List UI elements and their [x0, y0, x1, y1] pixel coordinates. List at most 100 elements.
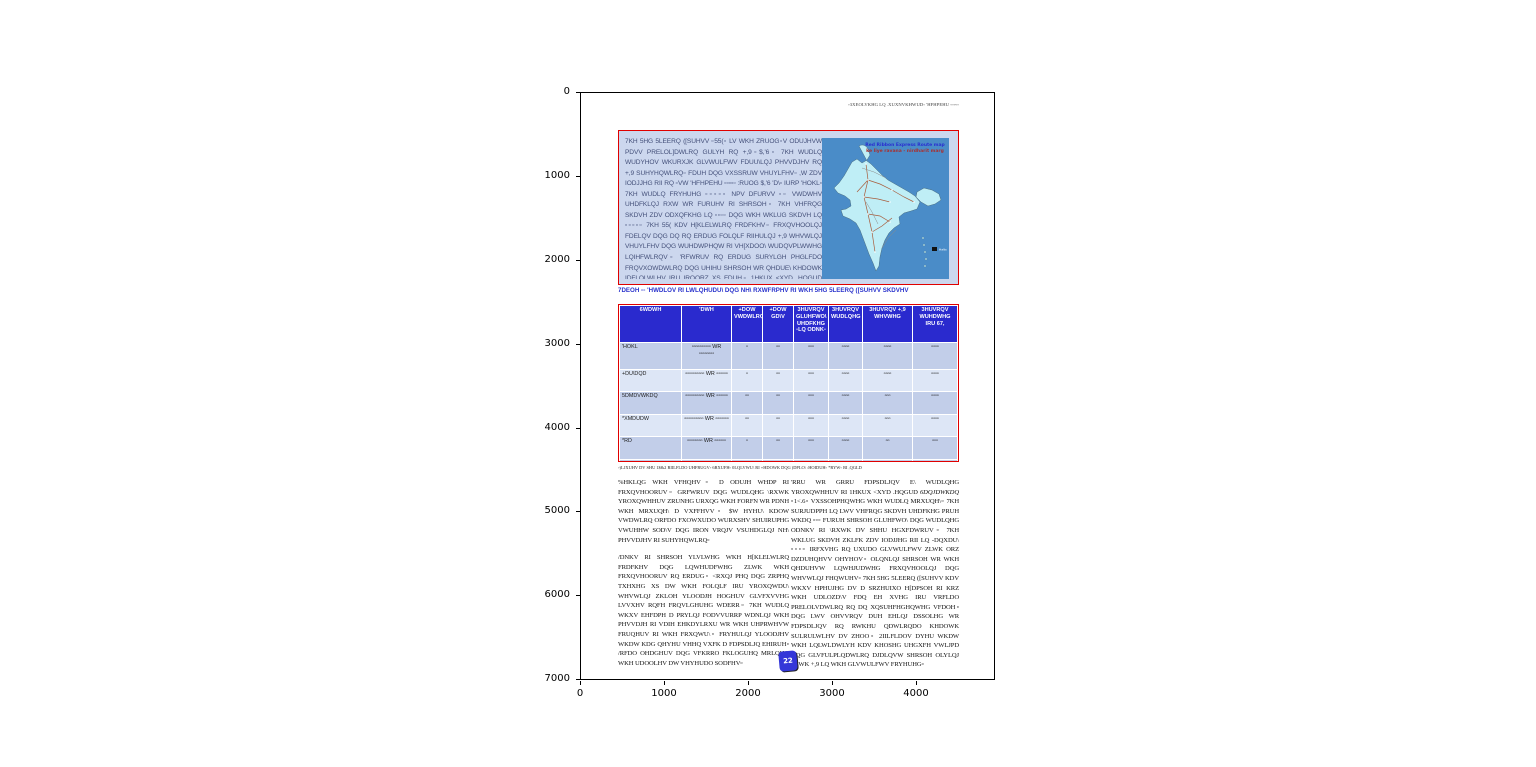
y-tick [576, 428, 580, 429]
row-state: *RD [619, 436, 682, 460]
y-tick-label: 7000 [544, 673, 570, 684]
row-reached: ▫▫▫ [793, 414, 829, 437]
rre-table-box: 6WDWH 'DWH +DOW VWDWLRQV +DOW GD\V 3HUVR… [618, 304, 959, 462]
india-route-map: Halts Red Ribbon Express Route map ke li… [822, 138, 949, 279]
row-state: *XMDUDW [619, 414, 682, 437]
y-tick [576, 344, 580, 345]
y-tick [576, 595, 580, 596]
y-tick [576, 511, 580, 512]
rre-table: 6WDWH 'DWH +DOW VWDWLRQV +DOW GD\V 3HUVR… [619, 305, 958, 461]
left-text-column: %HKLQG WKH VFHQHV▫ D ODUJH WHDP RI FRXQV… [618, 478, 789, 668]
right-paragraph-italic: 6DQJDWKDQ [919, 488, 959, 496]
row-treated: ▫▫▫▫ [912, 369, 958, 392]
map-title: Red Ribbon Express Route map ke liye rav… [864, 143, 946, 154]
row-date: ▫▫▫▫▫▫▫▫ WR ▫▫▫▫▫▫ [681, 436, 732, 460]
row-date: ▫▫▫▫▫▫▫▫▫▫ WR ▫▫▫▫▫▫ [681, 369, 732, 392]
total-reached: ▫▫▫▫▫ [793, 459, 829, 461]
legend-square-icon [932, 247, 937, 251]
y-tick-label: 0 [563, 86, 570, 97]
y-tick-label: 6000 [544, 589, 570, 600]
row-halts: ▫ [731, 342, 763, 370]
right-paragraph-rest: ▫1<.6▫ VXSSOHPHQWHG WKH WUDLQ MRXUQH\▫ 7… [791, 498, 959, 669]
page-header-note: ▫3XEOLVKHG LQ .XUXNVKHWUD▫ 'HFHPEHU ▫▫▫▫… [848, 102, 959, 107]
right-text-column: 'RRU WR GRRU FDPSDLJQV E\ WUDLQHG YROXQW… [791, 478, 959, 670]
col-header-tested: 3HUVRQV +,9 WHVWHG [862, 305, 913, 343]
row-date: ▫▫▫▫▫▫▫▫▫▫ WR ▫▫▫▫▫▫▫▫ [681, 342, 732, 370]
y-tick [576, 260, 580, 261]
row-treated: ▫▫▫▫ [912, 391, 958, 415]
row-days: ▫▫ [762, 414, 794, 437]
row-treated: ▫▫▫ [912, 436, 958, 460]
row-treated: ▫▫▫▫ [912, 342, 958, 370]
india-map: Halts [822, 138, 949, 279]
x-tick [916, 681, 917, 685]
map-title-line1: Red Ribbon Express Route map [865, 143, 945, 148]
row-date: ▫▫▫▫▫▫▫▫▫▫ WR ▫▫▫▫▫▫▫ [681, 414, 732, 437]
row-days: ▫▫ [762, 369, 794, 392]
x-tick-label: 0 [576, 688, 584, 699]
row-halts: ▫▫ [731, 414, 763, 437]
row-tested: ▫▫▫▫ [862, 369, 913, 392]
row-trained: ▫▫▫▫ [828, 342, 863, 370]
y-tick-label: 4000 [544, 422, 570, 433]
y-tick [576, 92, 580, 93]
y-tick-label: 5000 [544, 505, 570, 516]
table-row: +DU\DQD ▫▫▫▫▫▫▫▫▫▫ WR ▫▫▫▫▫▫ ▫ ▫▫ ▫▫▫ ▫▫… [619, 369, 958, 392]
row-halts: ▫▫ [731, 391, 763, 415]
y-tick [576, 679, 580, 680]
row-date: ▫▫▫▫▫▫▫▫▫▫ WR ▫▫▫▫▫▫ [681, 391, 732, 415]
row-days: ▫▫ [762, 436, 794, 460]
x-tick-label: 4000 [903, 688, 929, 699]
table-header-row: 6WDWH 'DWH +DOW VWDWLRQV +DOW GD\V 3HUVR… [619, 305, 958, 343]
halt-dots [863, 163, 915, 253]
row-trained: ▫▫▫▫ [828, 414, 863, 437]
x-tick-label: 2000 [735, 688, 761, 699]
col-header-reached: 3HUVRQV GLUHFWO\ UHDFKHG ▫LQ ODNK▫ [793, 305, 829, 343]
row-tested: ▫▫▫ [862, 391, 913, 415]
right-paragraph: 'RRU WR GRRU FDPSDLJQV E\ WUDLQHG YROXQW… [791, 478, 959, 670]
row-reached: ▫▫▫ [793, 391, 829, 415]
x-tick [664, 681, 665, 685]
row-tested: ▫▫ [862, 436, 913, 460]
y-tick-label: 3000 [544, 338, 570, 349]
page-number-badge: 22 [778, 650, 798, 672]
total-trained: ▫▫▫▫▫▫ [828, 459, 863, 461]
row-reached: ▫▫▫ [793, 342, 829, 370]
total-label: 7RWDO [619, 459, 682, 461]
x-tick-label: 3000 [819, 688, 845, 699]
intro-infobox: 7KH 5HG 5LEERQ ([SUHVV ▫55(▫ LV WKH ZRUO… [618, 130, 959, 285]
left-paragraph-1: %HKLQG WKH VFHQHV▫ D ODUJH WHDP RI FRXQV… [618, 479, 789, 544]
right-paragraph-lead: 'RRU WR GRRU FDPSDLJQV E\ WUDLQHG YROXQW… [791, 479, 959, 496]
col-header-days: +DOW GD\V [762, 305, 794, 343]
y-tick [576, 176, 580, 177]
y-tick-label: 1000 [544, 170, 570, 181]
row-state: 'HOKL [619, 342, 682, 370]
table-row: 5DMDVWKDQ ▫▫▫▫▫▫▫▫▫▫ WR ▫▫▫▫▫▫ ▫▫ ▫▫ ▫▫▫… [619, 391, 958, 415]
row-trained: ▫▫▫▫ [828, 436, 863, 460]
table-row: *XMDUDW ▫▫▫▫▫▫▫▫▫▫ WR ▫▫▫▫▫▫▫ ▫▫ ▫▫ ▫▫▫ … [619, 414, 958, 437]
row-halts: ▫ [731, 369, 763, 392]
table-footnote: ▫)LJXUHV DV SHU 1$&2 RIILFLDO UHFRUGV▫ 6… [618, 465, 862, 470]
row-trained: ▫▫▫▫ [828, 391, 863, 415]
row-state: 5DMDVWKDQ [619, 391, 682, 415]
col-header-date: 'DWH [681, 305, 732, 343]
table-total-row: 7RWDO ▫▫ ▫▫▫ ▫▫▫▫▫ ▫▫▫▫▫▫ ▫▫▫▫▫▫ ▫▫▫▫▫▫ [619, 459, 958, 461]
island-chain [921, 236, 928, 268]
x-tick [580, 681, 581, 685]
total-date [681, 459, 732, 461]
total-days: ▫▫▫ [762, 459, 794, 461]
row-days: ▫▫ [762, 342, 794, 370]
left-paragraph-2: /DNKV RI SHRSOH YLVLWHG WKH H[KLELWLRQ F… [618, 554, 789, 667]
col-header-halts: +DOW VWDWLRQV [731, 305, 763, 343]
row-halts: ▫ [731, 436, 763, 460]
total-halts: ▫▫ [731, 459, 763, 461]
table-row: 'HOKL ▫▫▫▫▫▫▫▫▫▫ WR ▫▫▫▫▫▫▫▫ ▫ ▫▫ ▫▫▫ ▫▫… [619, 342, 958, 370]
row-tested: ▫▫▫▫ [862, 342, 913, 370]
route-lines [856, 163, 915, 253]
intro-paragraph: 7KH 5HG 5LEERQ ([SUHVV ▫55(▫ LV WKH ZRUO… [625, 138, 822, 279]
row-treated: ▫▫▫▫ [912, 414, 958, 437]
row-days: ▫▫ [762, 391, 794, 415]
row-state: +DU\DQD [619, 369, 682, 392]
y-tick-label: 2000 [544, 254, 570, 265]
